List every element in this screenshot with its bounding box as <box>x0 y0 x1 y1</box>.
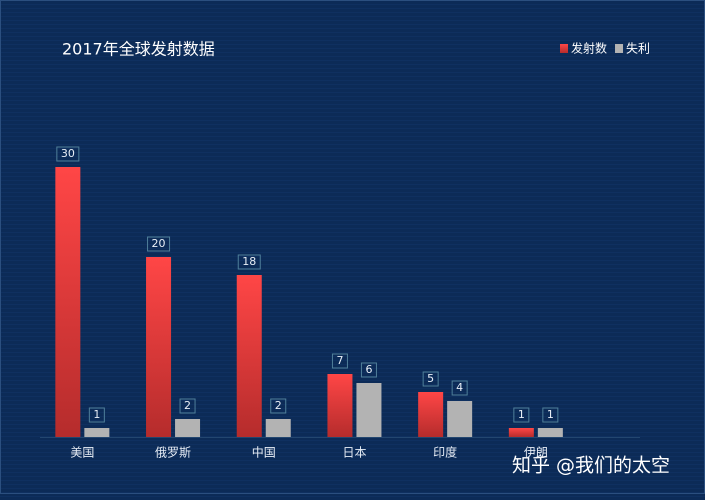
value-label: 2 <box>184 399 191 412</box>
value-label: 6 <box>365 363 372 376</box>
bar <box>265 419 291 437</box>
x-tick-label: 美国 <box>70 446 94 460</box>
value-label-box <box>422 371 439 387</box>
bar <box>146 257 172 437</box>
x-tick-label: 伊朗 <box>524 446 548 460</box>
bar <box>447 401 473 437</box>
value-label-box <box>88 407 105 423</box>
chart-title: 2017年全球发射数据 <box>62 40 215 59</box>
value-label-box <box>451 380 468 396</box>
value-label-box <box>237 254 261 270</box>
value-label: 1 <box>547 408 554 421</box>
bar <box>55 167 81 437</box>
value-label-box <box>147 236 171 252</box>
legend-label: 发射数 <box>571 41 607 56</box>
value-label-box <box>331 353 348 369</box>
value-label-box <box>270 398 287 414</box>
value-label-box <box>542 407 559 423</box>
bar <box>236 275 262 437</box>
value-label: 7 <box>336 354 343 367</box>
bar <box>537 428 563 437</box>
bar <box>84 428 110 437</box>
bar <box>418 392 444 437</box>
x-tick-label: 日本 <box>342 446 366 460</box>
value-label: 5 <box>427 372 434 385</box>
value-label: 30 <box>61 147 75 160</box>
x-tick-label: 俄罗斯 <box>155 446 191 460</box>
x-tick-label: 中国 <box>252 445 276 460</box>
legend-label: 失利 <box>626 41 650 56</box>
legend-swatch <box>560 44 568 53</box>
legend-swatch <box>615 44 624 53</box>
bar <box>175 419 201 437</box>
watermark: 知乎 @我们的太空 <box>512 455 670 477</box>
value-label: 20 <box>152 237 166 250</box>
x-tick-label: 印度 <box>433 445 457 460</box>
value-label: 4 <box>456 381 463 394</box>
value-label: 18 <box>242 255 256 268</box>
value-label-box <box>179 398 196 414</box>
bar <box>508 428 534 437</box>
value-label-box <box>56 146 80 162</box>
value-label: 1 <box>518 408 525 421</box>
value-label-box <box>360 362 377 378</box>
value-label-box <box>513 407 530 423</box>
value-label: 1 <box>93 408 100 421</box>
bar <box>327 374 353 437</box>
bar <box>356 383 382 437</box>
value-label: 2 <box>275 399 282 412</box>
